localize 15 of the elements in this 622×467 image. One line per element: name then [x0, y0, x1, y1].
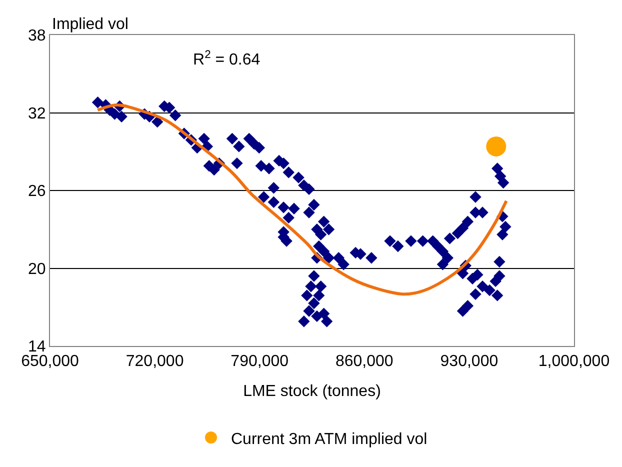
x-tick-label: 650,000: [21, 353, 80, 370]
x-tick-label: 860,000: [335, 353, 394, 370]
y-tick-label: 20: [28, 260, 46, 278]
y-tick-label: 38: [28, 28, 46, 45]
annotation: R$^{2}$ = 0.64: [193, 49, 260, 69]
y-axis-title: Implied vol: [52, 16, 128, 33]
y-tick-label: 26: [28, 183, 46, 200]
y-tick-label: 32: [28, 105, 46, 122]
x-tick-label: 720,000: [126, 353, 184, 370]
legend-label: Current 3m ATM implied vol: [231, 430, 428, 448]
x-axis-title: LME stock (tonnes): [243, 382, 381, 400]
y-tick-label: 14: [28, 338, 46, 356]
x-tick-label: 930,000: [440, 353, 498, 370]
x-tick-label: 1,000,000: [538, 353, 610, 370]
x-tick-label: 790,000: [230, 353, 289, 370]
